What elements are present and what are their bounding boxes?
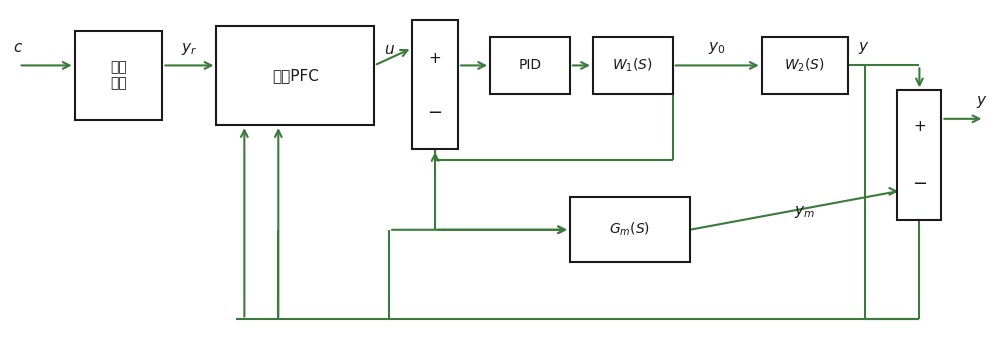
- Text: $u$: $u$: [384, 42, 395, 57]
- Bar: [216, 25, 374, 125]
- Text: +: +: [913, 119, 926, 134]
- Text: −: −: [428, 104, 443, 122]
- Text: $W_2(S)$: $W_2(S)$: [784, 57, 825, 74]
- Bar: [570, 197, 690, 262]
- Text: +: +: [429, 51, 441, 66]
- Text: c: c: [14, 41, 22, 55]
- Text: $G_m(S)$: $G_m(S)$: [609, 221, 650, 238]
- Text: PID: PID: [518, 58, 542, 73]
- Bar: [490, 36, 570, 94]
- Text: $y$: $y$: [858, 41, 869, 56]
- Text: $y$: $y$: [976, 94, 987, 110]
- Text: 参考
轨迹: 参考 轨迹: [110, 60, 127, 90]
- Text: $y_m$: $y_m$: [794, 204, 815, 220]
- Bar: [75, 31, 162, 120]
- Text: −: −: [912, 174, 927, 193]
- Text: $W_1(S)$: $W_1(S)$: [612, 57, 653, 74]
- Bar: [897, 90, 941, 220]
- Bar: [762, 36, 848, 94]
- Bar: [593, 36, 673, 94]
- Text: $y_r$: $y_r$: [181, 42, 198, 57]
- Bar: [412, 20, 458, 149]
- Text: 简化PFC: 简化PFC: [272, 68, 319, 83]
- Text: $y_0$: $y_0$: [708, 41, 726, 56]
